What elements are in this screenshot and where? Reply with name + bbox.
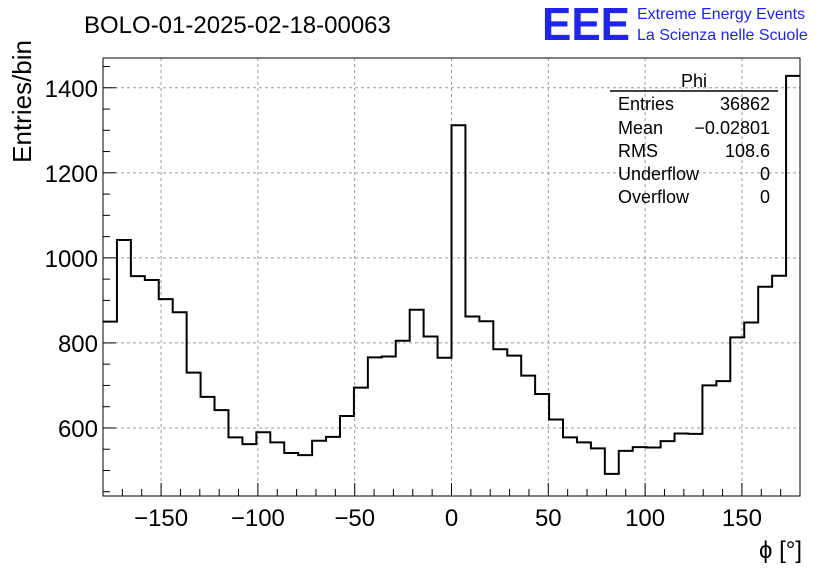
x-tick-label: 50	[535, 505, 562, 532]
stats-label-overflow: Overflow	[618, 187, 690, 207]
y-tick-label: 1400	[45, 76, 98, 103]
stats-label-rms: RMS	[618, 141, 658, 161]
x-tick-label: 150	[722, 505, 762, 532]
x-axis-label: ϕ [°]	[759, 537, 802, 564]
histogram-series	[103, 74, 800, 475]
stats-box: Phi Entries 36862 Mean −0.02801 RMS 108.…	[610, 71, 778, 207]
stats-label-entries: Entries	[618, 94, 674, 114]
stats-value-entries: 36862	[720, 94, 770, 114]
y-tick-label: 600	[58, 416, 98, 443]
stats-label-mean: Mean	[618, 118, 663, 138]
x-tick-labels: −150 −100 −50 0 50 100 150	[134, 505, 762, 532]
axis-ticks	[102, 66, 801, 496]
stats-label-underflow: Underflow	[618, 164, 700, 184]
eee-logo-line1: Extreme Energy Events	[637, 6, 805, 23]
stats-value-rms: 108.6	[725, 141, 770, 161]
stats-value-underflow: 0	[760, 164, 770, 184]
x-tick-label: 0	[445, 505, 458, 532]
stats-value-overflow: 0	[760, 187, 770, 207]
y-axis-label: Entries/bin	[7, 40, 37, 163]
chart-title: BOLO-01-2025-02-18-00063	[84, 12, 391, 39]
eee-logo-line2: La Scienza nelle Scuole	[637, 27, 808, 44]
stats-value-mean: −0.02801	[694, 118, 770, 138]
x-tick-label: −50	[334, 505, 375, 532]
x-tick-label: −150	[134, 505, 188, 532]
stats-box-rows: Entries 36862 Mean −0.02801 RMS 108.6 Un…	[618, 94, 770, 207]
x-tick-label: 100	[625, 505, 665, 532]
y-tick-label: 800	[58, 331, 98, 358]
x-tick-label: −100	[231, 505, 285, 532]
stats-box-title: Phi	[681, 71, 707, 91]
y-tick-label: 1200	[45, 161, 98, 188]
eee-logo: EEE Extreme Energy Events La Scienza nel…	[542, 0, 808, 50]
y-tick-label: 1000	[45, 246, 98, 273]
y-tick-labels: 600 800 1000 1200 1400	[45, 76, 98, 443]
eee-logo-mark: EEE	[542, 0, 630, 50]
